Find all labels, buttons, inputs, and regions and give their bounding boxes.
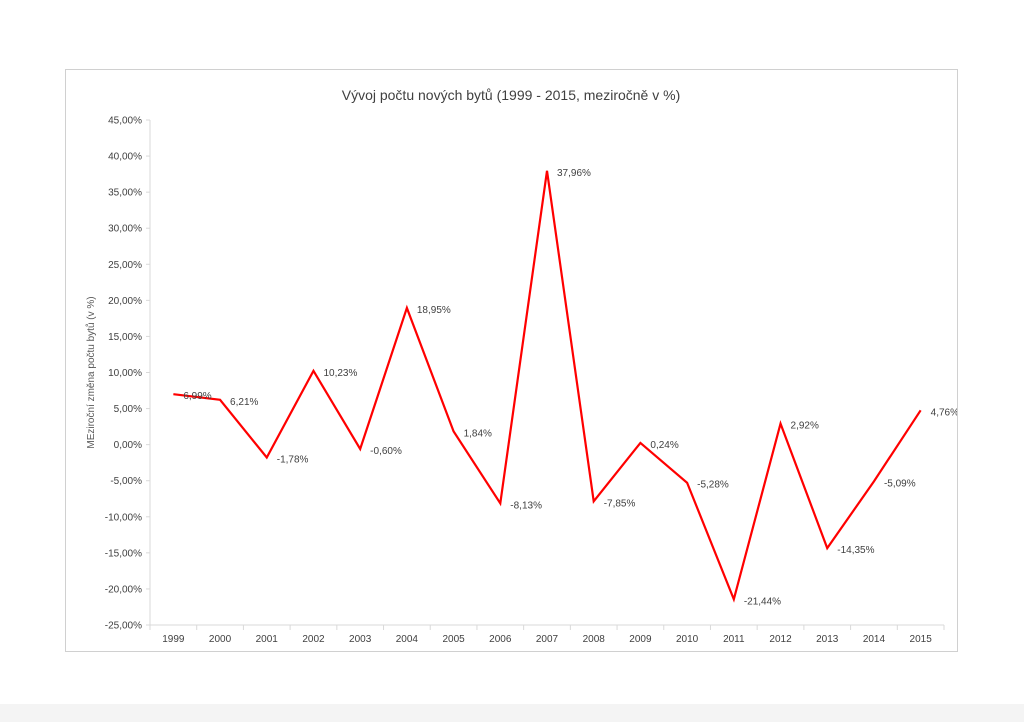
x-tick-label: 2010 bbox=[676, 634, 699, 645]
x-axis-ticks: 1999 2000 2001 2002 2003 2004 2005 2006 2007 2008… bbox=[149, 625, 945, 645]
data-label: 37,96% bbox=[557, 168, 591, 179]
data-labels: 6,99% 6,21% -1,78% 10,23% -0,60% 18,95% 1,84% -… bbox=[183, 168, 959, 608]
x-tick-label: 1999 bbox=[162, 634, 185, 645]
y-tick-label: 30,00% bbox=[108, 224, 142, 235]
y-axis-ticks: 45,00% 40,00% 35,00% 30,00% 25,00% 20,00% 15,0… bbox=[105, 116, 150, 632]
y-tick-label: 10,00% bbox=[108, 368, 142, 379]
y-tick-label: -15,00% bbox=[105, 548, 142, 559]
data-label: -21,44% bbox=[744, 596, 781, 607]
data-label: -14,35% bbox=[837, 545, 874, 556]
x-tick-label: 2005 bbox=[442, 634, 465, 645]
x-tick-label: 2001 bbox=[256, 634, 279, 645]
data-label: 10,23% bbox=[323, 368, 357, 379]
x-tick-label: 2009 bbox=[629, 634, 652, 645]
data-label: -1,78% bbox=[277, 454, 309, 465]
bottom-strip bbox=[0, 704, 1024, 722]
y-tick-label: 35,00% bbox=[108, 188, 142, 199]
series-line bbox=[173, 170, 922, 603]
y-axis-label: MEziroční změna počtu bytů (v %) bbox=[85, 296, 97, 448]
y-tick-label: 40,00% bbox=[108, 152, 142, 163]
data-label: -5,28% bbox=[697, 480, 729, 491]
data-label: 1,84% bbox=[464, 428, 492, 439]
x-tick-label: 2002 bbox=[302, 634, 325, 645]
x-tick-label: 2013 bbox=[816, 634, 839, 645]
data-label: -7,85% bbox=[604, 498, 636, 509]
x-tick-label: 2004 bbox=[396, 634, 419, 645]
data-label: 4,76% bbox=[931, 407, 957, 418]
data-label: -0,60% bbox=[370, 446, 402, 457]
data-label: 2,92% bbox=[791, 421, 819, 432]
y-tick-label: 25,00% bbox=[108, 260, 142, 271]
y-tick-label: 15,00% bbox=[108, 332, 142, 343]
x-tick-label: 2003 bbox=[349, 634, 372, 645]
y-tick-label: -10,00% bbox=[105, 512, 142, 523]
x-tick-label: 2006 bbox=[489, 634, 512, 645]
y-tick-label: -25,00% bbox=[105, 621, 142, 632]
axes bbox=[149, 120, 944, 626]
data-label: -5,09% bbox=[884, 478, 916, 489]
y-tick-label: 20,00% bbox=[108, 296, 142, 307]
x-tick-label: 2012 bbox=[769, 634, 792, 645]
data-label: 0,24% bbox=[650, 440, 678, 451]
x-tick-label: 2015 bbox=[910, 634, 933, 645]
x-tick-label: 2014 bbox=[863, 634, 886, 645]
y-tick-label: 45,00% bbox=[108, 116, 142, 127]
y-tick-label: 0,00% bbox=[114, 440, 142, 451]
line-chart: Vývoj počtu nových bytů (1999 - 2015, me… bbox=[85, 87, 959, 645]
data-label: 6,99% bbox=[183, 391, 211, 402]
chart-title: Vývoj počtu nových bytů (1999 - 2015, me… bbox=[342, 87, 681, 103]
chart-frame: Vývoj počtu nových bytů (1999 - 2015, me… bbox=[65, 69, 959, 652]
data-label: -8,13% bbox=[510, 500, 542, 511]
y-tick-label: 5,00% bbox=[114, 404, 142, 415]
y-tick-label: -5,00% bbox=[110, 476, 142, 487]
x-tick-label: 2000 bbox=[209, 634, 232, 645]
series-group bbox=[173, 170, 922, 603]
x-tick-label: 2007 bbox=[536, 634, 559, 645]
y-tick-label: -20,00% bbox=[105, 584, 142, 595]
x-tick-label: 2008 bbox=[583, 634, 606, 645]
data-label: 18,95% bbox=[417, 305, 451, 316]
x-tick-label: 2011 bbox=[723, 634, 745, 645]
data-label: 6,21% bbox=[230, 397, 258, 408]
